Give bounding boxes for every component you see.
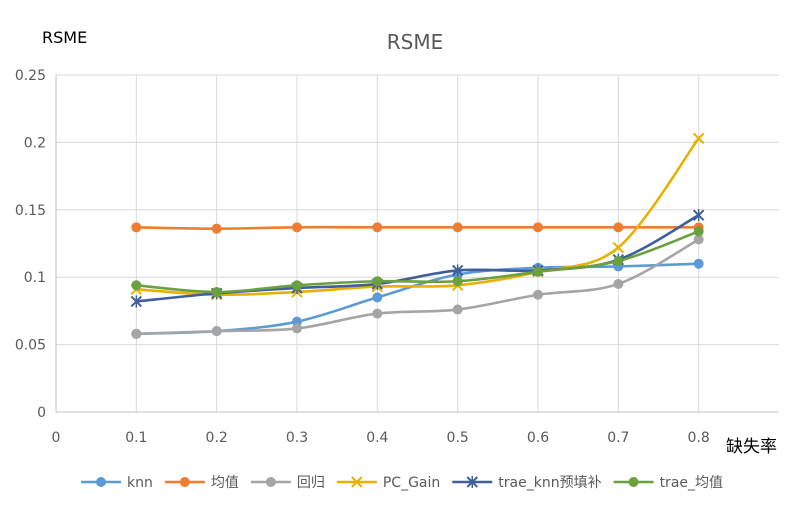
data-point	[452, 222, 463, 233]
data-point	[613, 256, 624, 267]
y-axis-label: RSME	[42, 28, 87, 47]
series-1	[131, 222, 704, 234]
chart-title: RSME	[387, 30, 443, 54]
legend-item: trae_knn预填补	[452, 475, 602, 491]
legend-marker	[265, 477, 276, 487]
data-point	[613, 222, 624, 233]
data-point	[372, 308, 383, 319]
x-tick-label: 0.6	[527, 430, 549, 446]
data-point	[211, 287, 222, 298]
data-point	[692, 132, 705, 145]
data-point	[533, 222, 543, 233]
y-tick-label: 0.2	[24, 135, 46, 151]
data-point	[131, 280, 142, 291]
data-point	[692, 209, 705, 222]
series-group	[130, 132, 705, 339]
y-tick-label: 0.15	[15, 203, 46, 219]
x-tick-label: 0.2	[206, 430, 228, 446]
x-tick-label: 0	[52, 430, 61, 446]
data-point	[372, 276, 383, 287]
legend-item: 均值	[164, 475, 239, 491]
data-point	[372, 292, 383, 303]
legend-label: trae_均值	[660, 475, 723, 491]
legend-marker	[466, 476, 478, 488]
y-tick-label: 0.05	[15, 338, 46, 354]
data-point	[452, 276, 463, 287]
series-line	[135, 225, 700, 230]
data-point	[292, 323, 302, 334]
series-2	[131, 234, 704, 339]
legend-label: trae_knn预填补	[498, 475, 601, 491]
y-tick-label: 0	[37, 405, 46, 421]
x-axis-label: 缺失率	[726, 437, 777, 457]
legend-item: 回归	[250, 474, 325, 491]
legend-marker	[179, 477, 190, 487]
y-tick-label: 0.1	[24, 270, 46, 286]
x-tick-label: 0.3	[286, 430, 308, 446]
data-point	[292, 280, 302, 291]
data-point	[533, 289, 543, 300]
data-point	[372, 222, 383, 233]
legend-marker	[95, 477, 106, 487]
series-line	[135, 137, 700, 297]
data-point	[533, 266, 543, 277]
series-3	[130, 132, 705, 301]
legend-item: knn	[80, 475, 153, 491]
x-tick-label: 0.8	[688, 430, 710, 446]
legend-label: 回归	[297, 474, 325, 491]
tick-labels: 0 0.05 0.1 0.15 0.2 0.25 0 0.1 0.2 0.3 0.4 0.5 0.6 0.…	[15, 68, 710, 446]
axes	[55, 75, 779, 413]
legend-item: PC_Gain	[336, 475, 440, 491]
series-5	[131, 226, 704, 298]
legend-marker	[351, 476, 363, 488]
data-point	[211, 223, 222, 234]
legend-marker	[628, 477, 639, 487]
y-tick-label: 0.25	[15, 68, 46, 84]
legend: knn 均值 回归 PC_Gain trae_knn预填补 trae_均值	[80, 474, 723, 491]
legend-item: trae_均值	[613, 475, 723, 491]
data-point	[292, 222, 302, 233]
data-point	[613, 278, 624, 289]
data-point	[693, 226, 704, 237]
x-tick-label: 0.5	[447, 430, 469, 446]
data-point	[693, 234, 704, 245]
data-point	[693, 258, 704, 269]
data-point	[612, 241, 625, 254]
x-tick-label: 0.1	[125, 430, 147, 446]
legend-label: 均值	[211, 475, 239, 491]
x-tick-label: 0.7	[607, 430, 629, 446]
data-point	[131, 222, 142, 233]
legend-label: knn	[127, 475, 153, 491]
x-tick-label: 0.4	[366, 430, 388, 446]
legend-label: PC_Gain	[383, 475, 440, 491]
data-point	[451, 264, 464, 277]
data-point	[211, 326, 222, 337]
data-point	[452, 304, 463, 315]
data-point	[131, 328, 142, 339]
data-point	[130, 295, 143, 308]
